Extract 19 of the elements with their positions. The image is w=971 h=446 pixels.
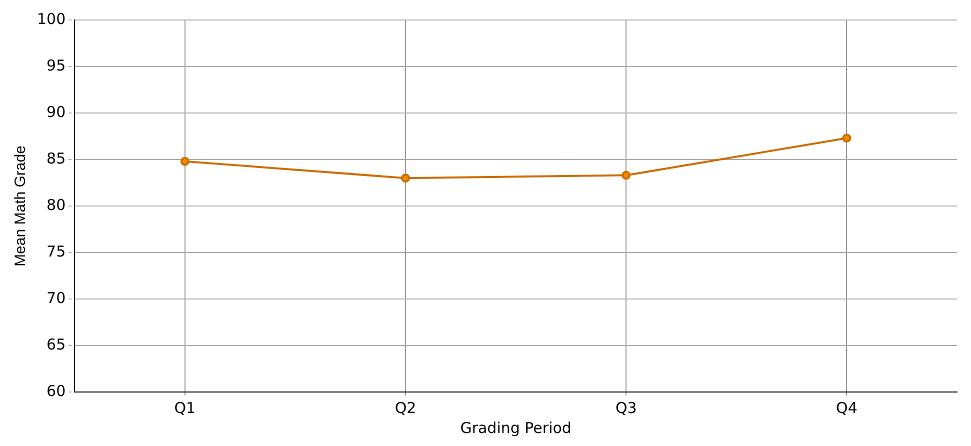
y-tick-label: 90 — [46, 102, 66, 121]
y-tick-label: 75 — [46, 242, 66, 260]
point — [401, 174, 410, 183]
y-axis-title: Mean Math Grade — [12, 146, 30, 266]
y-tick-label: 80 — [46, 196, 66, 214]
x-tick-label: Q3 — [615, 398, 637, 417]
point — [842, 134, 852, 143]
x-axis-title: Grading Period — [460, 418, 572, 437]
point — [180, 156, 190, 166]
y-tick-label: 60 — [46, 382, 66, 400]
y-tick-label: 65 — [46, 335, 66, 354]
x-tick-label: Q2 — [394, 398, 416, 417]
y-tick-label: 100 — [36, 10, 66, 28]
x-tick-label: Q1 — [174, 398, 196, 417]
y-tick-label: 95 — [46, 56, 66, 74]
y-tick-label: 85 — [46, 149, 66, 168]
x-tick-label: Q4 — [836, 398, 858, 417]
point — [622, 170, 631, 180]
y-tick-label: 70 — [46, 288, 66, 307]
